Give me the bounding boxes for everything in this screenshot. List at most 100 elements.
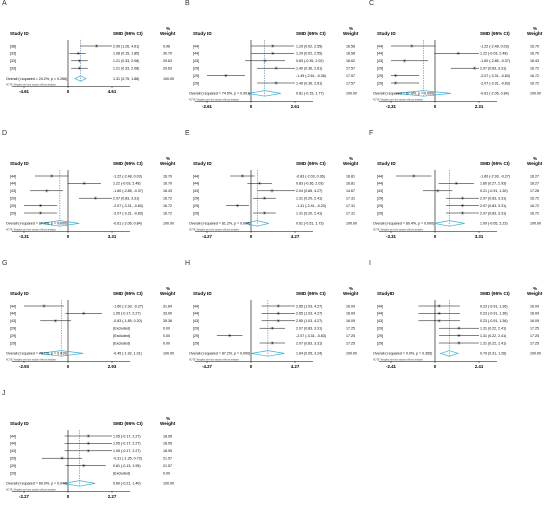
point-estimate <box>455 182 457 185</box>
smd-ci-value: 2.07 (0.83, 3.31) <box>480 197 506 201</box>
smd-ci-value: 2.65 (1.03, 4.27) <box>296 304 322 308</box>
study-id: [43] <box>193 189 199 193</box>
overall-label: Overall (I-squared = 80.4%, p = 0.000) <box>373 222 434 226</box>
smd-ci-value: 1.21 (0.33, 2.08) <box>113 59 139 63</box>
smd-header: SMD (95% CI) <box>113 421 143 426</box>
point-estimate <box>87 442 90 445</box>
point-estimate <box>46 190 48 192</box>
forest-plot-b: % Study ID SMD (95% CI) Weight [44] 1.29 (0.0… <box>189 26 359 109</box>
weight-value: 16.58 <box>346 52 355 56</box>
study-id: [29] <box>193 67 199 71</box>
point-estimate <box>438 320 440 322</box>
forest-plot-i: % StudyID SMD (95% CI) Weight [44] 0.23 (-0.9… <box>373 286 543 369</box>
point-estimate <box>263 197 266 199</box>
point-estimate <box>438 312 440 315</box>
study-id: [44] <box>10 442 16 446</box>
weight-value: 18.95 <box>163 442 172 446</box>
overall-smd-ci: 0.61 (-0.51, 1.73) <box>296 222 324 226</box>
overall-weight: 100.00 <box>346 352 357 356</box>
smd-ci-value: 0.21 (-0.91, 1.30) <box>480 189 508 193</box>
forest-panel-f: F% Study ID SMD (95% CI) Weight [44] -1.60 (-… <box>367 130 550 260</box>
weight-header: Weight <box>160 421 176 426</box>
forest-plot-a: % Study ID SMD (95% CI) Weight [38] 2.99 (1.2… <box>6 26 176 94</box>
study-id: [29] <box>377 341 383 345</box>
overall-smd-ci: 1.31 (0.75, 1.88) <box>113 77 139 81</box>
point-estimate <box>78 67 81 69</box>
weight-percent-label: % <box>349 286 353 291</box>
study-id: [29] <box>193 334 199 338</box>
smd-header: SMD (95% CI) <box>296 31 326 36</box>
smd-header: SMD (95% CI) <box>480 161 510 166</box>
study-id-header: Study ID <box>10 31 29 36</box>
smd-ci-value: 1.31 (0.22, 2.41) <box>480 334 506 338</box>
study-id: [38] <box>10 44 16 48</box>
x-tick-label: 4.27 <box>291 364 300 369</box>
weight-header: Weight <box>160 161 176 166</box>
study-id-header: Study ID <box>10 421 29 426</box>
smd-ci-value: 1.31 (0.20, 2.41) <box>296 197 322 201</box>
study-id: [29] <box>193 211 199 215</box>
weight-value: 16.72 <box>530 81 539 85</box>
point-estimate <box>263 212 266 214</box>
smd-ci-value: -2.07 (-3.31, -0.83) <box>480 81 510 85</box>
smd-ci-value: (Excluded) <box>113 327 130 331</box>
point-estimate <box>461 212 464 214</box>
overall-smd-ci: 1.64 (0.05, 3.24) <box>296 352 322 356</box>
point-estimate <box>473 67 476 69</box>
study-id: [44] <box>193 44 199 48</box>
smd-ci-value: 1.49 (0.36, 2.61) <box>296 67 322 71</box>
point-estimate <box>394 74 397 77</box>
weight-header: Weight <box>527 31 543 36</box>
study-id: [29] <box>377 67 383 71</box>
study-id: [29] <box>193 341 199 345</box>
weight-value: 35.36 <box>163 319 172 323</box>
weight-value: 16.62 <box>346 59 355 63</box>
point-estimate <box>458 334 460 337</box>
weight-value: 30.70 <box>163 52 172 56</box>
weight-percent-label: % <box>533 26 537 31</box>
x-tick-label: -2.61 <box>202 104 213 109</box>
study-id: [44] <box>10 174 16 178</box>
overall-label: Overall (I-squared = 81.2%, p = 0.000) <box>189 222 250 226</box>
study-id-header: StudyID <box>377 291 395 296</box>
weight-value: 18.95 <box>163 449 172 453</box>
point-estimate <box>394 82 397 84</box>
weight-value: 21.57 <box>163 464 172 468</box>
weight-value: 14.67 <box>346 189 355 193</box>
smd-ci-value: 2.07 (0.83, 3.31) <box>480 67 506 71</box>
point-estimate <box>228 334 231 337</box>
smd-ci-value: 1.21 (0.33, 2.08) <box>113 67 139 71</box>
forest-panel-d: D% Study ID SMD (95% CI) Weight [44] -1.22 (-… <box>0 130 183 260</box>
x-tick-label: -3.31 <box>386 234 397 239</box>
study-id: [44] <box>377 312 383 316</box>
smd-ci-value: -2.07 (-3.31, -0.83) <box>480 74 510 78</box>
weight-value: 16.81 <box>346 182 355 186</box>
point-estimate <box>83 312 85 315</box>
weight-value: 16.09 <box>530 304 539 308</box>
smd-ci-value: 1.22 (-0.03, 2.48) <box>113 182 141 186</box>
point-estimate <box>411 45 413 47</box>
study-id: [29] <box>10 341 16 345</box>
overall-weight: 100.00 <box>346 92 357 96</box>
x-tick-label: 0 <box>250 104 253 109</box>
overall-weight: 100.00 <box>530 222 541 226</box>
smd-ci-value: (Excluded) <box>113 471 130 475</box>
weight-percent-label: % <box>166 26 170 31</box>
study-id: [44] <box>377 52 383 56</box>
x-tick-label: -2.93 <box>19 364 30 369</box>
overall-weight: 100.00 <box>163 222 174 226</box>
weight-header: Weight <box>160 31 176 36</box>
study-id: [29] <box>10 204 16 208</box>
x-tick-label: 0 <box>67 364 70 369</box>
smd-ci-value: (Excluded) <box>113 341 130 345</box>
weight-value: 16.72 <box>530 74 539 78</box>
x-tick-label: 4.27 <box>291 234 300 239</box>
smd-ci-value: -1.60 (-2.93, -0.27) <box>113 304 143 308</box>
study-id: [29] <box>377 334 383 338</box>
weight-value: 31.64 <box>163 304 172 308</box>
x-tick-label: 2.93 <box>108 364 117 369</box>
x-tick-label: 3.31 <box>108 234 117 239</box>
smd-ci-value: -0.83 (-1.85, 0.20) <box>113 319 142 323</box>
weight-value: 16.81 <box>346 174 355 178</box>
weight-value: 17.57 <box>346 67 355 71</box>
